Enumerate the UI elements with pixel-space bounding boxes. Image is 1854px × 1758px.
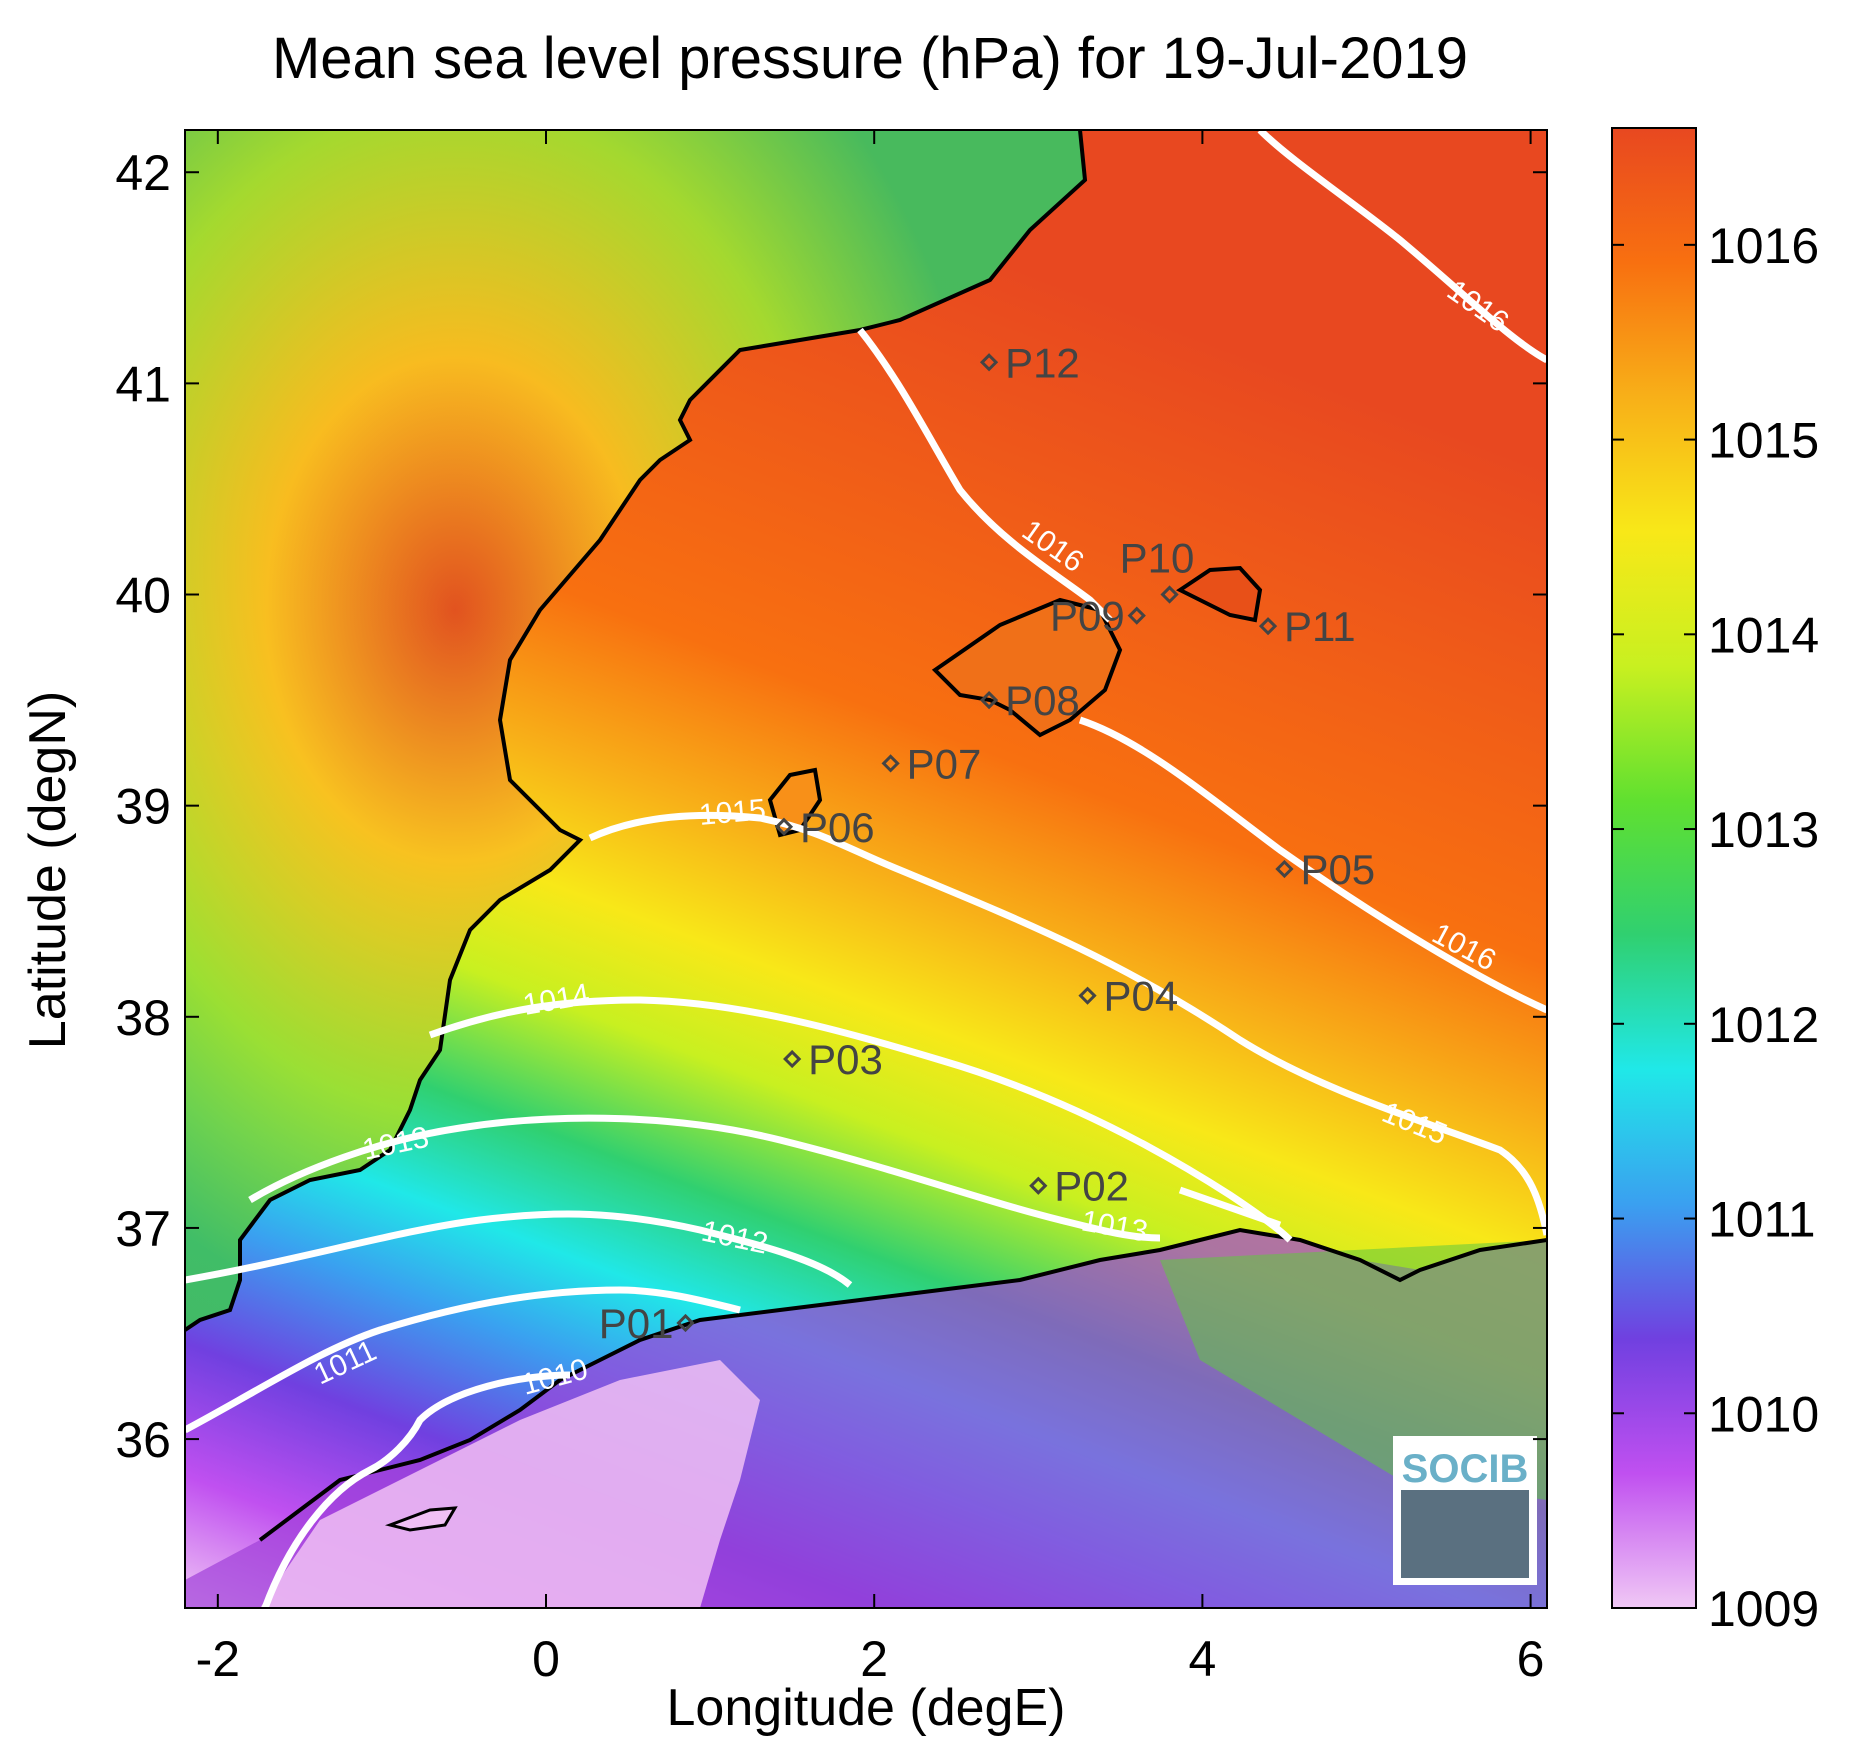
x-axis-label: Longitude (degE) bbox=[667, 1679, 1066, 1737]
colorbar-tick-label: 1014 bbox=[1708, 607, 1819, 663]
station-p04: P04 bbox=[1078, 973, 1179, 1020]
station-p10: P10 bbox=[1120, 535, 1195, 604]
station-marker bbox=[979, 353, 999, 372]
station-marker bbox=[783, 1049, 802, 1069]
station-label: P01 bbox=[599, 1300, 674, 1347]
chart-title: Mean sea level pressure (hPa) for 19-Jul… bbox=[272, 26, 1468, 91]
contour-1016-north bbox=[1257, 130, 1547, 364]
y-tick-label: 38 bbox=[115, 990, 171, 1046]
x-tick-label: 4 bbox=[1188, 1631, 1216, 1687]
station-label: P02 bbox=[1054, 1163, 1129, 1210]
coastline bbox=[185, 130, 1088, 1332]
station-label: P05 bbox=[1300, 846, 1375, 893]
colorbar-tick-label: 1011 bbox=[1708, 1192, 1816, 1248]
station-label: P07 bbox=[907, 740, 982, 787]
station-p09: P09 bbox=[1050, 593, 1146, 640]
contour-lines bbox=[185, 130, 1547, 1608]
contour-1016 bbox=[857, 327, 1113, 623]
colorbar-tick-label: 1016 bbox=[1708, 218, 1819, 274]
contour-1013 bbox=[248, 1114, 1161, 1242]
station-markers: P01 P02 P03 P04 P05 P06 P07 P08 P09 P10 P11 P12 bbox=[599, 339, 1375, 1347]
station-label: P08 bbox=[1005, 677, 1080, 724]
station-label: P09 bbox=[1050, 593, 1125, 640]
station-p11: P11 bbox=[1258, 603, 1356, 650]
contour-1012 bbox=[185, 1210, 853, 1288]
socib-logo-text: SOCIB bbox=[1402, 1447, 1529, 1491]
x-tick-label: 0 bbox=[532, 1631, 560, 1687]
station-marker bbox=[1078, 986, 1097, 1005]
station-p01: P01 bbox=[599, 1300, 695, 1347]
y-tick-label: 37 bbox=[115, 1201, 171, 1257]
station-marker bbox=[1127, 606, 1146, 625]
colorbar-tick-label: 1009 bbox=[1708, 1581, 1819, 1637]
north-africa-pale-land bbox=[260, 1360, 760, 1608]
station-label: P12 bbox=[1005, 339, 1080, 386]
station-label: P03 bbox=[808, 1036, 883, 1083]
colorbar-tick-label: 1015 bbox=[1708, 413, 1819, 469]
station-p06: P06 bbox=[774, 804, 875, 851]
station-p02: P02 bbox=[1029, 1163, 1129, 1210]
y-tick-label: 39 bbox=[115, 779, 171, 835]
x-tick-label: -2 bbox=[196, 1631, 240, 1687]
station-marker bbox=[1029, 1176, 1048, 1195]
station-marker bbox=[676, 1313, 695, 1333]
contour-label-1015: 1015 bbox=[698, 793, 767, 832]
colorbar: 1009 1010 1011 1012 1013 1014 1015 1016 bbox=[1611, 127, 1819, 1637]
contour-1015 bbox=[588, 811, 1547, 1236]
station-p12: P12 bbox=[979, 339, 1080, 386]
ibiza-island bbox=[767, 767, 823, 838]
station-label: P06 bbox=[800, 804, 875, 851]
station-label: P11 bbox=[1284, 603, 1356, 650]
station-marker bbox=[979, 690, 999, 710]
colorbar-tick-label: 1013 bbox=[1708, 802, 1819, 858]
x-tick-label: 6 bbox=[1517, 1631, 1545, 1687]
x-axis: -2 0 2 4 6 bbox=[196, 130, 1545, 1687]
contour-1014 bbox=[428, 996, 1293, 1243]
contour-1010 bbox=[261, 1371, 571, 1608]
socib-logo: SOCIB bbox=[1393, 1436, 1537, 1585]
colorbar-tick-label: 1012 bbox=[1708, 997, 1819, 1053]
y-axis: 36 37 38 39 40 41 42 bbox=[115, 145, 1547, 1468]
contour-1016-south bbox=[1078, 716, 1547, 1014]
station-marker bbox=[1258, 617, 1278, 636]
station-p03: P03 bbox=[783, 1036, 883, 1083]
y-tick-label: 36 bbox=[115, 1412, 171, 1468]
alboran-island bbox=[384, 1506, 458, 1532]
station-marker bbox=[774, 817, 794, 836]
y-axis-label: Latitude (degN) bbox=[19, 691, 77, 1049]
station-p05: P05 bbox=[1275, 846, 1375, 893]
station-p08: P08 bbox=[979, 677, 1080, 724]
station-label: P04 bbox=[1104, 973, 1179, 1020]
y-tick-label: 42 bbox=[115, 145, 171, 201]
africa-coastline bbox=[258, 1227, 1547, 1542]
colorbar-tick-label: 1010 bbox=[1708, 1386, 1819, 1442]
menorca-island bbox=[1176, 565, 1263, 623]
colorbar-ticks: 1009 1010 1011 1012 1013 1014 1015 1016 bbox=[1612, 218, 1819, 1637]
plot-area: 1010 1011 1012 1013 1013 1014 1015 1015 … bbox=[185, 130, 1547, 1608]
y-tick-label: 41 bbox=[115, 356, 171, 412]
station-marker bbox=[1275, 859, 1294, 879]
y-tick-label: 40 bbox=[115, 568, 171, 624]
contour-1011 bbox=[185, 1286, 741, 1434]
station-label: P10 bbox=[1120, 535, 1195, 582]
station-marker bbox=[1160, 585, 1179, 604]
north-africa-east-land bbox=[1160, 1240, 1547, 1500]
station-p07: P07 bbox=[881, 740, 982, 787]
plot-frame bbox=[184, 129, 1548, 1609]
station-marker bbox=[881, 754, 900, 773]
colorbar-bar bbox=[1611, 127, 1697, 1609]
iberia-land bbox=[185, 130, 1085, 1330]
x-tick-label: 2 bbox=[860, 1631, 888, 1687]
